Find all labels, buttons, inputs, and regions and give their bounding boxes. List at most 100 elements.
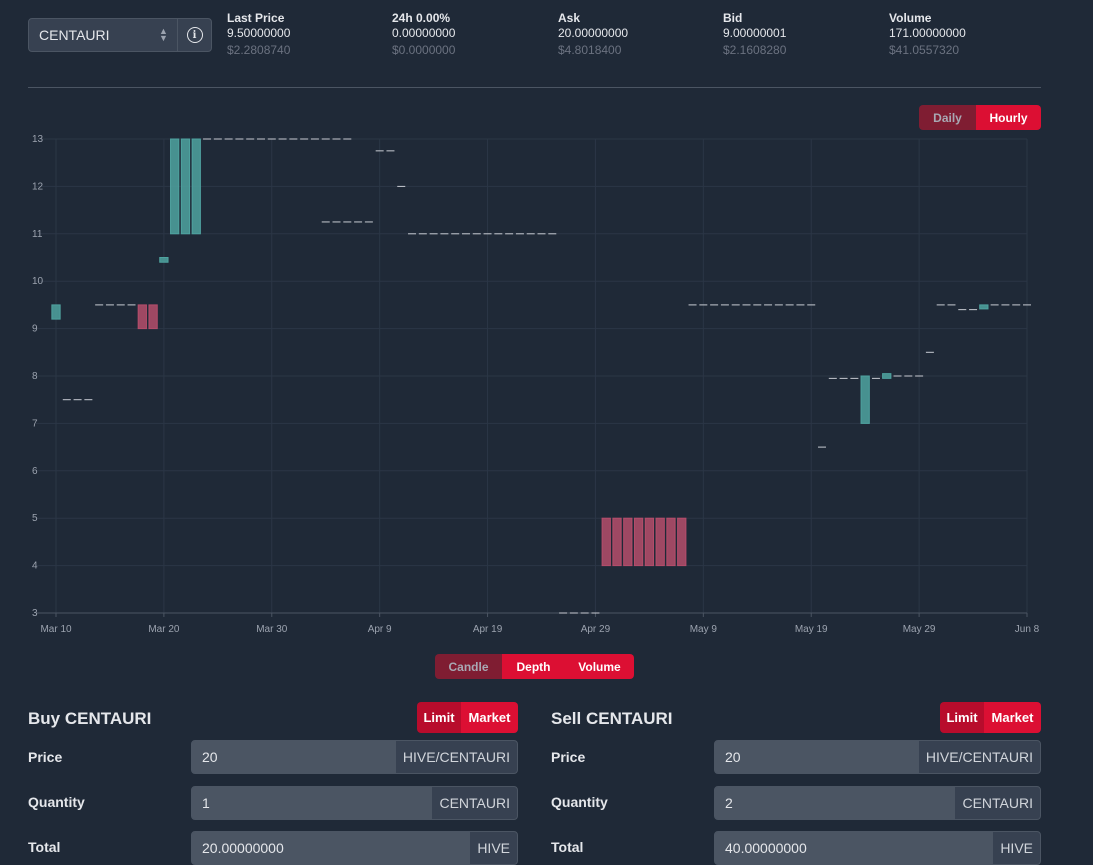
chart-grid: [36, 138, 1028, 617]
token-select[interactable]: CENTAURI ▲ ▼ i: [28, 18, 212, 52]
sell-quantity-label: Quantity: [551, 794, 608, 810]
stat-last-price: Last Price 9.50000000 $2.2808740: [227, 11, 377, 58]
x-tick-label: Apr 19: [473, 624, 503, 635]
stat-value: 9.00000001: [723, 26, 787, 40]
y-tick-label: 12: [32, 181, 44, 192]
x-tick-label: Apr 29: [581, 624, 611, 635]
sell-price-label: Price: [551, 749, 586, 765]
buy-quantity-unit: CENTAURI: [431, 787, 517, 819]
stat-label: Bid: [723, 11, 743, 25]
x-tick-label: Mar 10: [40, 624, 72, 635]
stat-value: 9.50000000: [227, 26, 291, 40]
sell-total-input[interactable]: 40.00000000: [715, 832, 993, 864]
y-tick-label: 9: [32, 324, 38, 335]
chart-x-axis: Mar 10 Mar 20 Mar 30 Apr 9 Apr 19 Apr 29 May 9…: [40, 624, 1039, 635]
sell-title: Sell CENTAURI: [551, 709, 673, 728]
sell-order-type-toggle: Limit Market: [940, 702, 1041, 733]
y-tick-label: 7: [32, 418, 38, 429]
interval-toggle: Daily Hourly: [919, 105, 1041, 130]
daily-button[interactable]: Daily: [919, 105, 976, 130]
x-tick-label: Mar 30: [256, 624, 288, 635]
candle: [644, 517, 655, 567]
buy-quantity-field[interactable]: 1 CENTAURI: [191, 786, 518, 820]
buy-total-label: Total: [28, 839, 61, 855]
buy-market-button[interactable]: Market: [461, 702, 518, 733]
candle: [633, 517, 644, 567]
chart-y-axis: 3 4 5 6 7 8 9 10 11 12 13: [32, 134, 44, 619]
candle: [979, 304, 989, 310]
candle: [612, 517, 622, 567]
candle: [601, 517, 611, 567]
price-chart: 3 4 5 6 7 8 9 10 11 12 13 Mar 10 Mar 20 Mar 30 Apr 9 A…: [32, 134, 1040, 635]
candle: [170, 138, 180, 235]
candle: [860, 375, 870, 424]
stat-ask: Ask 20.00000000 $4.8018400: [558, 11, 708, 58]
candle: [180, 138, 191, 235]
token-select-value-box[interactable]: CENTAURI ▲ ▼: [29, 19, 177, 51]
stat-label: Volume: [889, 11, 932, 25]
buy-order-type-toggle: Limit Market: [417, 702, 518, 733]
stat-label: Ask: [558, 11, 581, 25]
x-tick-label: Jun 8: [1015, 624, 1040, 635]
chart-flat-segments: [62, 138, 1031, 614]
candle: [623, 517, 633, 567]
candle: [666, 517, 676, 567]
depth-button[interactable]: Depth: [502, 654, 565, 679]
sell-total-label: Total: [551, 839, 584, 855]
y-tick-label: 6: [32, 466, 38, 477]
x-tick-label: Apr 9: [368, 624, 392, 635]
stat-volume: Volume 171.00000000 $41.0557320: [889, 11, 1039, 58]
candle: [159, 257, 169, 263]
sell-limit-button[interactable]: Limit: [940, 702, 984, 733]
candle-button[interactable]: Candle: [435, 654, 502, 679]
hourly-button[interactable]: Hourly: [976, 105, 1041, 130]
buy-title: Buy CENTAURI: [28, 709, 152, 728]
view-toggle: Candle Depth Volume: [435, 654, 634, 679]
buy-price-input[interactable]: 20: [192, 741, 395, 773]
header-divider: [28, 87, 1041, 88]
x-tick-label: Mar 20: [148, 624, 180, 635]
volume-button[interactable]: Volume: [565, 654, 634, 679]
stat-usd: $0.0000000: [392, 43, 456, 57]
stat-label: 24h 0.00%: [392, 11, 451, 25]
stat-usd: $2.2808740: [227, 43, 291, 57]
sell-quantity-field[interactable]: 2 CENTAURI: [714, 786, 1041, 820]
stat-usd: $4.8018400: [558, 43, 622, 57]
stat-label: Last Price: [227, 11, 285, 25]
y-tick-label: 11: [32, 229, 43, 240]
buy-price-field[interactable]: 20 HIVE/CENTAURI: [191, 740, 518, 774]
buy-total-input[interactable]: 20.00000000: [192, 832, 470, 864]
buy-quantity-label: Quantity: [28, 794, 85, 810]
buy-price-unit: HIVE/CENTAURI: [394, 741, 517, 773]
buy-limit-button[interactable]: Limit: [417, 702, 461, 733]
buy-price-label: Price: [28, 749, 63, 765]
sell-price-input[interactable]: 20: [715, 741, 918, 773]
candle: [655, 517, 665, 567]
x-tick-label: May 9: [690, 624, 718, 635]
info-icon: i: [186, 27, 203, 43]
candle: [148, 304, 158, 330]
y-tick-label: 4: [32, 561, 38, 572]
candle: [137, 304, 147, 330]
sell-total-field[interactable]: 40.00000000 HIVE: [714, 831, 1041, 865]
y-tick-label: 10: [32, 276, 44, 287]
buy-total-field[interactable]: 20.00000000 HIVE: [191, 831, 518, 865]
sell-quantity-unit: CENTAURI: [954, 787, 1040, 819]
stat-24h-change: 24h 0.00% 0.00000000 $0.0000000: [392, 11, 542, 58]
stat-usd: $2.1608280: [723, 43, 787, 57]
buy-quantity-input[interactable]: 1: [192, 787, 432, 819]
sell-quantity-input[interactable]: 2: [715, 787, 955, 819]
y-tick-label: 13: [32, 134, 44, 145]
token-select-value: CENTAURI: [39, 27, 110, 43]
sell-price-field[interactable]: 20 HIVE/CENTAURI: [714, 740, 1041, 774]
sell-market-button[interactable]: Market: [984, 702, 1041, 733]
stat-value: 171.00000000: [889, 26, 966, 40]
buy-total-unit: HIVE: [469, 832, 517, 864]
candle: [882, 373, 892, 379]
x-tick-label: May 19: [795, 624, 828, 635]
stat-value: 0.00000000: [392, 26, 456, 40]
y-tick-label: 8: [32, 371, 38, 382]
stat-usd: $41.0557320: [889, 43, 960, 57]
info-button[interactable]: i: [177, 19, 211, 51]
x-tick-label: May 29: [903, 624, 936, 635]
